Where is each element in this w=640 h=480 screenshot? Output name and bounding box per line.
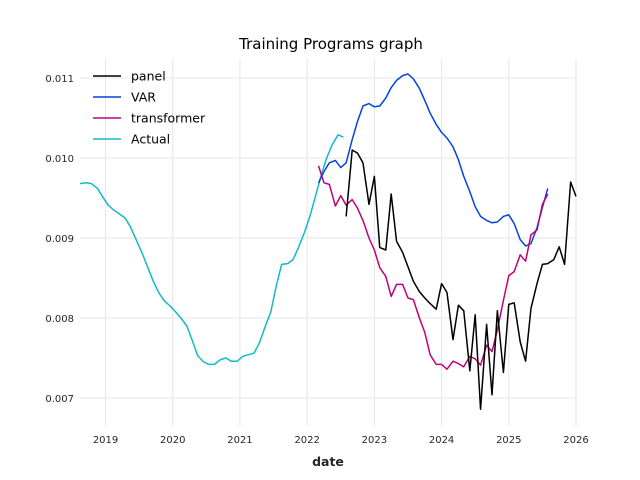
grid [80, 58, 577, 426]
x-tick-label: 2026 [563, 435, 588, 446]
y-axis: 0.007 0.008 0.009 0.010 0.011 [45, 74, 74, 405]
series-line-var [317, 73, 549, 247]
legend-label-transformer: transformer [131, 111, 206, 126]
x-tick-label: 2023 [362, 435, 387, 446]
y-tick-label: 0.011 [45, 74, 74, 85]
x-axis-title: date [312, 454, 344, 469]
x-tick-label: 2019 [93, 435, 118, 446]
x-tick-label: 2024 [429, 435, 454, 446]
y-tick-label: 0.007 [45, 394, 74, 405]
x-axis: 2019 2020 2021 2022 2023 2024 2025 2026 [93, 435, 589, 446]
x-tick-label: 2020 [160, 435, 185, 446]
chart-title: Training Programs graph [238, 35, 423, 53]
legend-label-var: VAR [131, 90, 156, 105]
y-tick-label: 0.010 [45, 154, 74, 165]
legend-label-panel: panel [131, 69, 166, 84]
legend: panel VAR transformer Actual [93, 69, 206, 147]
series-line-transformer [317, 165, 549, 370]
x-tick-label: 2025 [496, 435, 521, 446]
y-tick-label: 0.009 [45, 234, 74, 245]
legend-label-actual: Actual [131, 132, 170, 147]
series-line-panel [345, 149, 577, 410]
x-tick-label: 2022 [294, 435, 319, 446]
series-layer [79, 73, 577, 410]
series-line-actual [79, 134, 344, 366]
x-tick-label: 2021 [227, 435, 252, 446]
y-tick-label: 0.008 [45, 314, 74, 325]
